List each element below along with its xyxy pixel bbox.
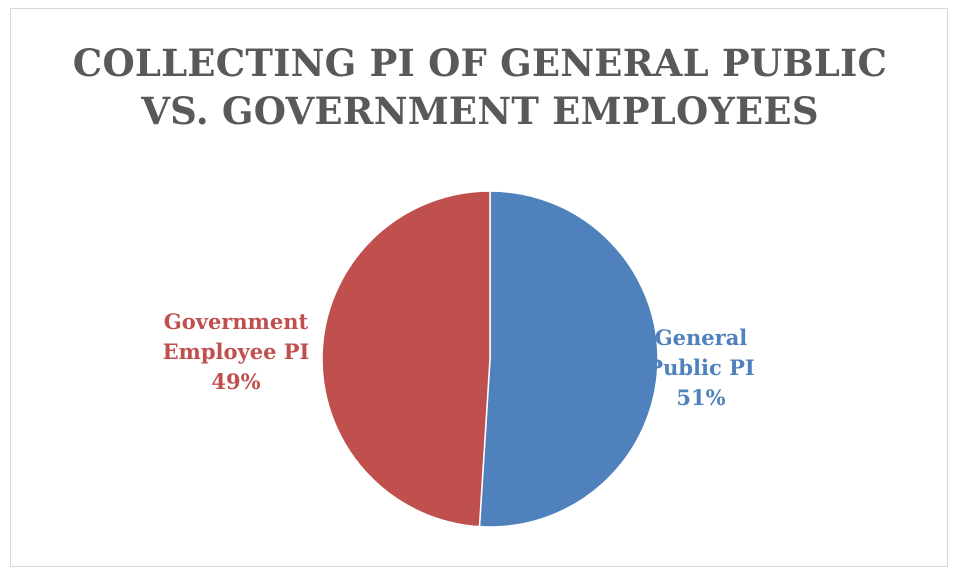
slice-label-general-public-value: 51% [676,385,726,410]
pie-slice-government-employee [321,190,491,528]
slice-label-government-employee-value: 49% [211,369,261,394]
chart-title-line-2: VS. GOVERNMENT EMPLOYEES [141,89,819,133]
pie-chart [321,190,659,528]
chart-frame: COLLECTING PI OF GENERAL PUBLIC VS. GOVE… [10,8,948,567]
chart-title-line-1: COLLECTING PI OF GENERAL PUBLIC [72,41,888,85]
slice-label-government-employee: Government Employee PI 49% [151,307,321,397]
slice-label-general-public-line-2: Public PI [647,355,755,380]
slice-label-general-public-line-1: General [654,325,748,350]
slice-label-general-public: General Public PI 51% [641,323,761,413]
slice-label-government-employee-line-1: Government [163,309,309,334]
chart-title: COLLECTING PI OF GENERAL PUBLIC VS. GOVE… [11,39,949,135]
pie-slice-general-public [478,190,659,528]
slice-label-government-employee-line-2: Employee PI [162,339,310,364]
